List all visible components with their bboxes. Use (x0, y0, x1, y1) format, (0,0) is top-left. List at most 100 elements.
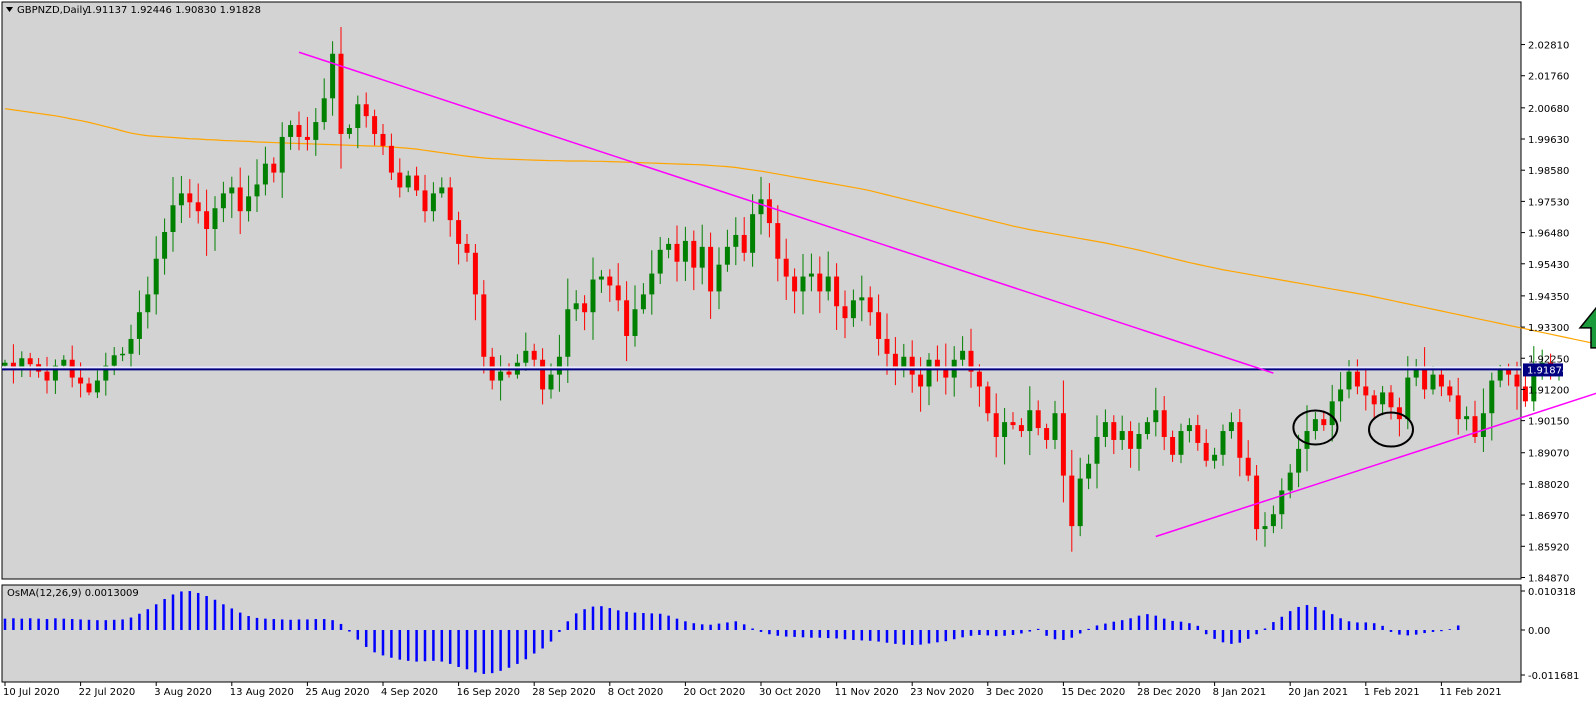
candle-body (464, 243, 470, 253)
candle-body (472, 252, 478, 295)
price-tick-label: 1.86970 (1528, 511, 1569, 522)
time-tick-label: 20 Oct 2020 (683, 687, 745, 698)
candle-body (10, 362, 16, 371)
candle-body (279, 136, 285, 173)
candle-body (430, 193, 436, 212)
candle-body (220, 193, 226, 209)
time-tick-label: 11 Nov 2020 (835, 687, 899, 698)
price-tick-label: 1.84870 (1528, 574, 1569, 585)
candle-body (346, 128, 352, 134)
candle-body (565, 309, 571, 357)
candle-body (1447, 386, 1453, 396)
candle-body (1153, 410, 1159, 423)
candle-body (1413, 368, 1419, 378)
candle-body (523, 350, 529, 363)
candle-body (27, 358, 33, 365)
candle-body (78, 377, 84, 384)
candle-body (834, 276, 840, 307)
candle-body (674, 243, 680, 262)
candle-body (1430, 374, 1436, 390)
price-tick-label: 1.92250 (1528, 354, 1569, 365)
candle-body (968, 350, 974, 372)
osma-indicator-area[interactable] (1, 584, 1522, 683)
candle-body (363, 104, 369, 117)
price-tick-label: 1.99630 (1528, 135, 1569, 146)
candle-body (590, 279, 596, 313)
candle-body (44, 371, 50, 381)
candle-body (246, 196, 252, 212)
candle-body (976, 371, 982, 387)
time-tick-label: 20 Jan 2021 (1288, 687, 1348, 698)
time-axis[interactable]: 10 Jul 2020 22 Jul 2020 3 Aug 2020 13 Aug 2… (3, 682, 1502, 698)
time-tick-label: 16 Sep 2020 (457, 687, 520, 698)
moving-average-line (4, 108, 1596, 345)
time-tick-label: 13 Aug 2020 (230, 687, 294, 698)
dropdown-triangle-icon[interactable] (6, 7, 13, 12)
candle-body (1422, 368, 1428, 390)
candle-body (691, 240, 697, 268)
pattern-ellipse[interactable] (1368, 411, 1414, 448)
current-price-tag (1523, 363, 1563, 377)
descending-trendline[interactable] (298, 51, 1274, 374)
candle-body (94, 380, 100, 393)
candle-body (128, 338, 134, 354)
candle-body (321, 98, 327, 123)
candle-body (1220, 431, 1226, 455)
moving-average-layer (4, 108, 1596, 345)
candle-body (808, 273, 814, 277)
candle-body (1321, 419, 1327, 426)
candle-body (1060, 413, 1066, 476)
candle-body (783, 258, 789, 277)
candle-body (682, 240, 688, 262)
candle-body (1228, 422, 1234, 432)
pattern-ellipse[interactable] (1292, 409, 1339, 446)
time-tick-label: 28 Sep 2020 (532, 687, 595, 698)
candle-body (422, 190, 428, 212)
candle-body (254, 184, 260, 197)
candle-body (447, 187, 453, 221)
candle-body (111, 355, 117, 366)
osma-tick-label: 0.00 (1528, 626, 1550, 637)
price-tick-label: 1.91200 (1528, 385, 1569, 396)
price-tick-label: 2.01760 (1528, 72, 1569, 83)
candle-body (145, 294, 151, 313)
candle-body (1438, 374, 1444, 387)
osma-axis[interactable]: 0.010318 0.00 -0.011681 (1521, 587, 1579, 682)
time-tick-label: 22 Jul 2020 (79, 687, 136, 698)
candle-body (1144, 422, 1150, 435)
candle-body (1237, 422, 1243, 458)
candle-body (607, 276, 613, 286)
main-chart-area[interactable] (1, 1, 1522, 580)
candle-body (918, 374, 924, 387)
candle-body (52, 365, 58, 381)
candle-body (1497, 368, 1503, 381)
candle-body (439, 187, 445, 194)
price-axis[interactable]: 2.02810 2.01760 2.00680 1.99630 1.98580 1.975… (1521, 41, 1569, 585)
osma-histogram-layer (3, 591, 1460, 674)
time-tick-label: 4 Sep 2020 (381, 687, 438, 698)
candle-body (1119, 431, 1125, 440)
candle-body (1354, 371, 1360, 387)
up-arrow-icon[interactable] (1578, 302, 1596, 349)
candle-body (1254, 475, 1260, 530)
candle-body (187, 193, 193, 203)
candle-body (615, 285, 621, 301)
candle-body (1195, 425, 1201, 443)
time-tick-label: 3 Dec 2020 (986, 687, 1044, 698)
osma-tick-label: 0.010318 (1528, 587, 1576, 598)
drawings-layer (2, 51, 1596, 538)
candle-body (19, 358, 25, 371)
price-tick-label: 1.85920 (1528, 542, 1569, 553)
candle-body (1161, 410, 1167, 437)
time-tick-label: 10 Jul 2020 (3, 687, 60, 698)
candle-body (296, 125, 302, 137)
candle-body (237, 187, 243, 212)
candle-body (195, 202, 201, 212)
time-tick-label: 1 Feb 2021 (1364, 687, 1420, 698)
time-tick-label: 25 Aug 2020 (305, 687, 369, 698)
ascending-trendline[interactable] (1155, 367, 1596, 538)
price-tick-label: 1.95430 (1528, 260, 1569, 271)
current-price-label: 1.91874 (1527, 365, 1568, 376)
